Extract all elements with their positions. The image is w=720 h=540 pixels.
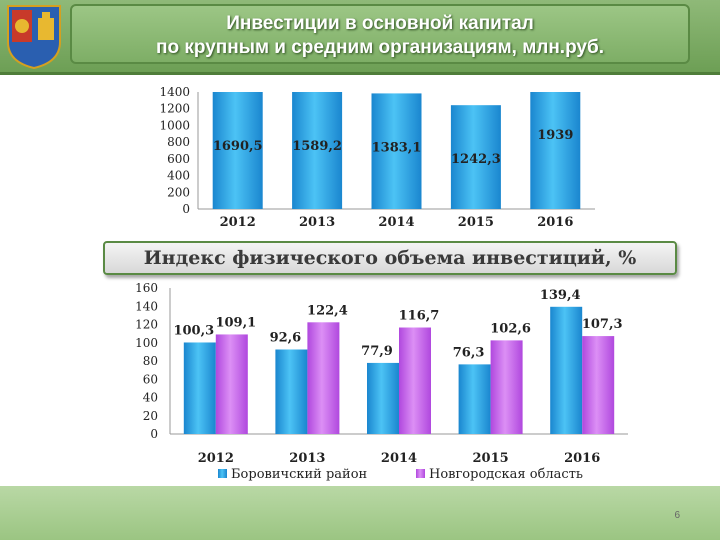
bar (530, 92, 581, 209)
page-number: 6 (674, 510, 680, 521)
y-tick-label: 0 (182, 202, 190, 216)
bar (371, 93, 422, 209)
y-tick-label: 20 (143, 409, 158, 423)
bar-series-1 (367, 362, 399, 434)
bar (292, 92, 343, 209)
bar-series-1 (275, 349, 308, 434)
x-tick-label: 2013 (289, 451, 325, 466)
y-tick-label: 1200 (159, 102, 190, 116)
y-tick-label: 1000 (159, 118, 190, 132)
data-label: 102,6 (490, 321, 531, 336)
investment-chart: 0 200 400 600 800 1000 1200 1400 2012 1690,5 2013 1… (159, 85, 595, 230)
data-label: 92,6 (270, 331, 302, 346)
y-tick-label: 100 (135, 336, 158, 350)
coat-of-arms-icon (7, 5, 61, 70)
y-tick-label: 40 (143, 391, 158, 405)
x-tick-label: 2016 (564, 451, 600, 466)
y-tick-label: 400 (167, 169, 190, 183)
bar (450, 105, 501, 209)
y-tick-label: 600 (167, 152, 190, 166)
bar-series-2 (399, 327, 431, 434)
x-tick-label: 2016 (537, 215, 573, 230)
x-tick-label: 2015 (473, 451, 509, 466)
x-tick-label: 2015 (458, 215, 494, 230)
data-label: 77,9 (361, 344, 393, 359)
title-box: Инвестиции в основной капитал по крупным… (70, 4, 690, 64)
data-label: 109,1 (215, 315, 256, 330)
legend-label: Новгородская область (429, 467, 583, 482)
y-tick-label: 800 (167, 135, 190, 149)
bar-series-2 (490, 340, 523, 434)
y-tick-label: 140 (135, 299, 158, 313)
data-label: 122,4 (307, 303, 348, 318)
x-tick-label: 2014 (378, 215, 414, 230)
y-tick-label: 1400 (159, 85, 190, 99)
legend-swatch (416, 469, 425, 478)
bar-series-2 (582, 336, 615, 434)
y-tick-label: 60 (143, 372, 158, 386)
data-label: 139,4 (540, 288, 581, 303)
x-tick-label: 2012 (220, 215, 256, 230)
index-chart-title-box: Индекс физического объема инвестиций, % (103, 241, 677, 275)
bar (212, 92, 263, 209)
data-label: 1383,1 (372, 140, 422, 155)
legend-label: Боровичский район (231, 467, 367, 482)
y-tick-label: 200 (167, 185, 190, 199)
data-label: 1690,5 (213, 139, 263, 154)
bar-series-1 (183, 342, 216, 434)
data-label: 107,3 (582, 317, 623, 332)
y-tick-label: 80 (143, 354, 158, 368)
y-tick-label: 120 (135, 318, 158, 332)
y-tick-label: 160 (135, 281, 158, 295)
data-label: 116,7 (399, 309, 440, 324)
index-chart-title: Индекс физического объема инвестиций, % (143, 247, 637, 269)
x-tick-label: 2012 (198, 451, 234, 466)
bar-series-2 (307, 322, 340, 434)
bar-series-1 (458, 364, 491, 434)
legend-swatch (218, 469, 227, 478)
title-line-1: Инвестиции в основной капитал (226, 13, 534, 34)
x-tick-label: 2013 (299, 215, 335, 230)
x-tick-label: 2014 (381, 451, 417, 466)
data-label: 1939 (537, 128, 573, 143)
bar-series-1 (550, 306, 583, 434)
footer-band (0, 486, 720, 540)
bar-series-2 (215, 334, 248, 434)
data-label: 76,3 (453, 345, 485, 360)
data-label: 100,3 (173, 323, 214, 338)
slide-title: Инвестиции в основной капитал по крупным… (72, 12, 688, 60)
data-label: 1242,3 (451, 152, 501, 167)
data-label: 1589,2 (292, 139, 342, 154)
title-line-2: по крупным и средним организациям, млн.р… (155, 37, 605, 58)
y-tick-label: 0 (150, 427, 158, 441)
